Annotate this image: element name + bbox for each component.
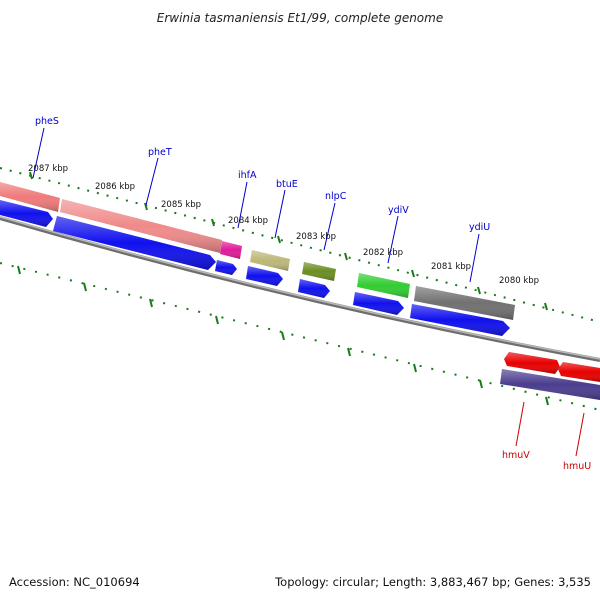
pheS-feature-shade <box>0 182 60 212</box>
gene-label-ihfA: ihfA <box>238 170 257 181</box>
major-tick <box>544 302 548 311</box>
ydiV-feature-shade <box>357 273 410 298</box>
leader-btuE <box>274 189 286 239</box>
tick-label: 2083 kbp <box>296 232 336 242</box>
backbone-line <box>0 216 600 362</box>
btuE-feature-shade <box>250 250 290 271</box>
major-tick <box>479 379 483 389</box>
hmuV-feature-shade <box>504 352 560 374</box>
topology-summary-text: Topology: circular; Length: 3,883,467 bp… <box>274 575 591 589</box>
cds-arrow-shade <box>246 266 283 286</box>
hmuU-feature-shade <box>558 362 600 382</box>
gene-label-btuE: btuE <box>276 179 298 190</box>
cds-arrow-shade <box>353 292 404 315</box>
backbone-highlight <box>0 216 600 360</box>
major-tick <box>277 235 281 244</box>
hmu-cds-bar-shade <box>500 369 600 400</box>
tick-label: 2084 kbp <box>228 216 268 226</box>
major-tick <box>411 269 415 278</box>
major-tick <box>545 396 549 406</box>
major-tick <box>211 218 215 227</box>
ihfA-feature-shade <box>220 241 242 259</box>
leader-pheT <box>145 157 159 206</box>
major-tick <box>413 363 417 373</box>
gene-label-hmuV: hmuV <box>502 450 530 461</box>
major-tick <box>215 315 219 325</box>
major-tick <box>149 298 153 308</box>
tick-label: 2085 kbp <box>161 200 201 210</box>
gene-label-ydiU: ydiU <box>469 222 490 233</box>
tick-label: 2080 kbp <box>499 276 539 286</box>
gene-label-pheT: pheT <box>148 147 172 158</box>
pheT-feature-shade <box>60 199 222 253</box>
leader-ydiU <box>469 233 480 283</box>
leader-ihfA <box>237 181 248 229</box>
cds-arrow-shade <box>53 216 216 270</box>
gene-label-nlpC: nlpC <box>325 191 347 202</box>
tick-label: 2082 kbp <box>363 248 403 258</box>
major-tick <box>29 171 33 180</box>
major-tick <box>344 252 348 261</box>
nlpC-feature-shade <box>302 262 336 281</box>
gene-label-ydiV: ydiV <box>388 205 409 216</box>
cds-arrow-shade <box>410 304 510 336</box>
major-ticks <box>17 171 549 406</box>
gene-label-hmuU: hmuU <box>563 461 591 472</box>
tick-label: 2086 kbp <box>95 182 135 192</box>
ydiU-feature-shade <box>414 286 515 320</box>
label-leaders <box>32 127 585 457</box>
gene-labels: pheS pheT ihfA btuE nlpC ydiV ydiU hmuV … <box>35 116 591 472</box>
genome-backbone <box>0 216 600 362</box>
cds-arrow-shade <box>215 260 237 275</box>
leader-nlpC <box>323 202 336 251</box>
map-title: Erwinia tasmaniensis Et1/99, complete ge… <box>157 11 443 25</box>
cds-arrow-shade <box>298 279 330 298</box>
cds-track <box>0 200 600 400</box>
leader-hmuU <box>575 412 585 457</box>
major-tick <box>281 331 285 341</box>
cds-arrow-shade <box>0 200 53 227</box>
leader-hmuV <box>515 401 525 447</box>
tick-label: 2081 kbp <box>431 262 471 272</box>
feature-track <box>0 182 600 382</box>
major-tick <box>17 265 21 275</box>
major-tick <box>347 347 351 357</box>
tick-labels: 2087 kbp 2086 kbp 2085 kbp 2084 kbp 2083… <box>28 164 539 286</box>
leader-ydiV <box>387 215 399 264</box>
major-tick <box>144 202 148 211</box>
tick-label: 2087 kbp <box>28 164 68 174</box>
leader-pheS <box>32 127 45 179</box>
accession-text: Accession: NC_010694 <box>9 575 140 589</box>
major-tick <box>477 286 481 295</box>
gene-label-pheS: pheS <box>35 116 59 127</box>
major-tick <box>83 282 87 292</box>
